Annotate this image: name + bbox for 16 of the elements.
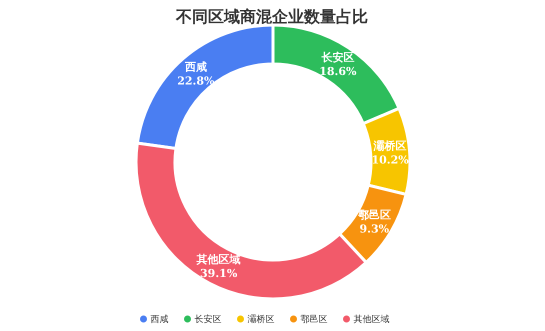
slice-label: 鄠邑区 bbox=[358, 208, 391, 222]
legend-label: 西咸 bbox=[150, 314, 168, 325]
legend-label: 鄠邑区 bbox=[300, 314, 328, 325]
legend-label: 其他区域 bbox=[354, 314, 390, 325]
data-label: 10.2% bbox=[371, 153, 410, 166]
slice-label: 灞桥区 bbox=[372, 139, 407, 152]
legend-label: 灞桥区 bbox=[248, 314, 274, 325]
legend-label: 长安区 bbox=[194, 314, 222, 325]
slice-label: 其他区域 bbox=[196, 253, 241, 266]
data-label: 18.6% bbox=[319, 64, 357, 78]
slice-label: 西咸 bbox=[184, 60, 207, 74]
slice-label: 长安区 bbox=[320, 50, 354, 64]
data-label: 22.8% bbox=[177, 74, 216, 88]
chart-title: 不同区域商混企业数量占比 bbox=[175, 7, 368, 26]
data-label: 39.1% bbox=[200, 267, 238, 280]
data-label: 9.3% bbox=[360, 222, 390, 236]
